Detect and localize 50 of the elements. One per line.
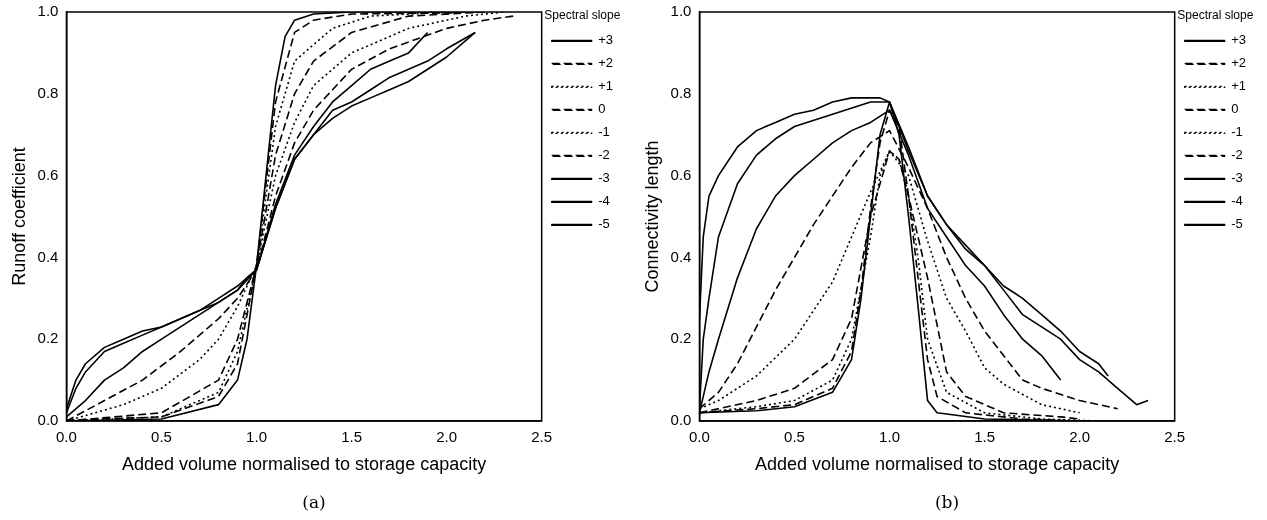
legend-label: -4: [598, 193, 610, 209]
x-tick-label: 2.5: [1164, 428, 1186, 446]
x-tick-label: 0.5: [784, 428, 805, 446]
y-tick-label: 0.0: [670, 411, 692, 429]
x-tick-label: 1.0: [246, 428, 267, 446]
legend-label: +2: [598, 55, 614, 71]
x-tick-label: 0.0: [689, 428, 710, 446]
x-tick-label: 2.0: [1069, 428, 1091, 446]
legend-label: +2: [1231, 55, 1247, 71]
x-axis-title: Added volume normalised to storage capacity: [121, 453, 487, 474]
legend-label: +1: [598, 78, 614, 94]
y-tick-label: 0.8: [37, 83, 59, 101]
legend-label: +3: [598, 32, 614, 48]
legend-label: +3: [1231, 32, 1247, 48]
x-tick-label: 2.0: [436, 428, 458, 446]
legend-label: -2: [598, 147, 610, 163]
y-tick-label: 1.0: [670, 2, 692, 20]
y-tick-label: 0.6: [670, 165, 692, 183]
text: (b): [934, 492, 960, 513]
legend-label: +1: [1231, 78, 1247, 94]
y-tick-label: 1.0: [37, 2, 59, 20]
y-tick-label: 0.0: [37, 411, 59, 429]
legend-title: Spectral slope: [1177, 8, 1254, 23]
x-tick-label: 2.5: [531, 428, 553, 446]
y-tick-label: 0.2: [37, 329, 59, 347]
legend-label: -5: [598, 216, 610, 232]
legend-label: 0: [598, 101, 606, 117]
y-tick-label: 0.4: [37, 247, 59, 265]
x-tick-label: 1.5: [974, 428, 996, 446]
legend-label: -4: [1231, 193, 1243, 209]
x-axis-title: Added volume normalised to storage capacity: [754, 453, 1120, 474]
legend-label: -1: [1231, 124, 1243, 140]
legend-label: -5: [1231, 216, 1243, 232]
x-tick-label: 0.5: [151, 428, 172, 446]
y-tick-label: 0.8: [670, 83, 692, 101]
legend-label: -1: [598, 124, 610, 140]
x-tick-label: 1.5: [341, 428, 363, 446]
legend-label: 0: [1231, 101, 1239, 117]
y-tick-label: 0.2: [670, 329, 692, 347]
y-tick-label: 0.6: [37, 165, 59, 183]
text: (a): [302, 492, 326, 513]
legend-label: -3: [598, 170, 610, 186]
x-tick-label: 1.0: [879, 428, 900, 446]
legend-title: Spectral slope: [544, 8, 621, 23]
x-tick-label: 0.0: [56, 428, 77, 446]
y-axis-title: Connectivity length: [641, 140, 662, 293]
legend-label: -3: [1231, 170, 1243, 186]
y-axis-title: Runoff coefficient: [8, 147, 29, 286]
legend-label: -2: [1231, 147, 1243, 163]
y-tick-label: 0.4: [670, 247, 692, 265]
